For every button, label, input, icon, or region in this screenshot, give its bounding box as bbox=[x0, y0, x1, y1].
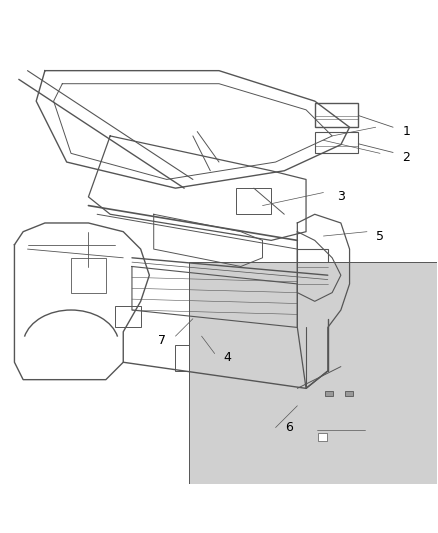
Bar bbox=[325, 391, 332, 396]
Text: 4: 4 bbox=[224, 351, 232, 365]
Bar bbox=[115, 305, 141, 327]
Bar bbox=[315, 133, 358, 154]
FancyBboxPatch shape bbox=[188, 262, 438, 533]
Bar bbox=[318, 433, 327, 441]
Bar bbox=[71, 258, 106, 293]
Bar bbox=[237, 188, 271, 214]
Text: 6: 6 bbox=[285, 421, 293, 434]
Bar bbox=[176, 345, 210, 371]
Text: 5: 5 bbox=[376, 230, 384, 243]
Text: 1: 1 bbox=[402, 125, 410, 138]
Bar bbox=[345, 391, 353, 396]
Bar bbox=[315, 103, 358, 127]
Bar bbox=[317, 403, 365, 443]
Bar bbox=[297, 249, 328, 293]
Text: 7: 7 bbox=[159, 334, 166, 347]
Text: 3: 3 bbox=[337, 190, 345, 204]
Text: 2: 2 bbox=[402, 151, 410, 164]
